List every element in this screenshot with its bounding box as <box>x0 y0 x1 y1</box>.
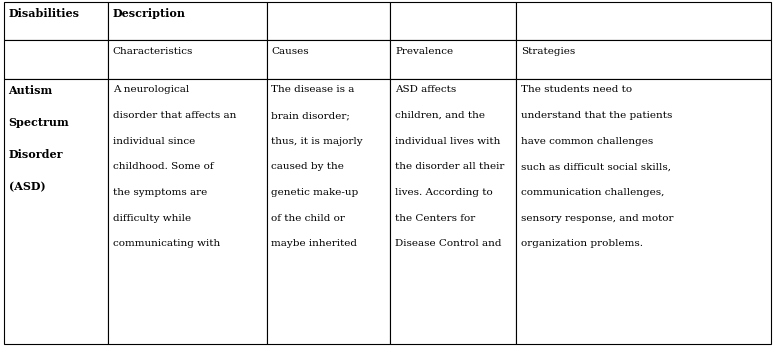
Bar <box>516 79 771 344</box>
Bar <box>390 2 516 40</box>
Text: Disabilities: Disabilities <box>9 8 80 19</box>
Bar <box>108 79 267 344</box>
Text: Description: Description <box>113 8 186 19</box>
Text: Prevalence: Prevalence <box>395 47 453 56</box>
Bar <box>516 2 771 40</box>
Text: Autism

Spectrum

Disorder

(ASD): Autism Spectrum Disorder (ASD) <box>9 85 70 192</box>
Bar <box>267 79 390 344</box>
Text: Characteristics: Characteristics <box>113 47 193 56</box>
Bar <box>390 79 516 344</box>
Text: The disease is a

brain disorder;

thus, it is majorly

caused by the

genetic m: The disease is a brain disorder; thus, i… <box>271 85 363 249</box>
Bar <box>516 40 771 79</box>
Text: ASD affects

children, and the

individual lives with

the disorder all their

l: ASD affects children, and the individual… <box>395 85 504 249</box>
Bar <box>4 79 108 344</box>
Bar <box>390 40 516 79</box>
Text: Causes: Causes <box>271 47 309 56</box>
Bar <box>108 40 267 79</box>
Text: A neurological

disorder that affects an

individual since

childhood. Some of

: A neurological disorder that affects an … <box>113 85 237 249</box>
Bar <box>267 2 390 40</box>
Text: The students need to

understand that the patients

have common challenges

such: The students need to understand that the… <box>521 85 673 249</box>
Bar <box>4 2 108 40</box>
Bar <box>267 40 390 79</box>
Bar <box>108 2 267 40</box>
Text: Strategies: Strategies <box>521 47 575 56</box>
Bar <box>4 40 108 79</box>
